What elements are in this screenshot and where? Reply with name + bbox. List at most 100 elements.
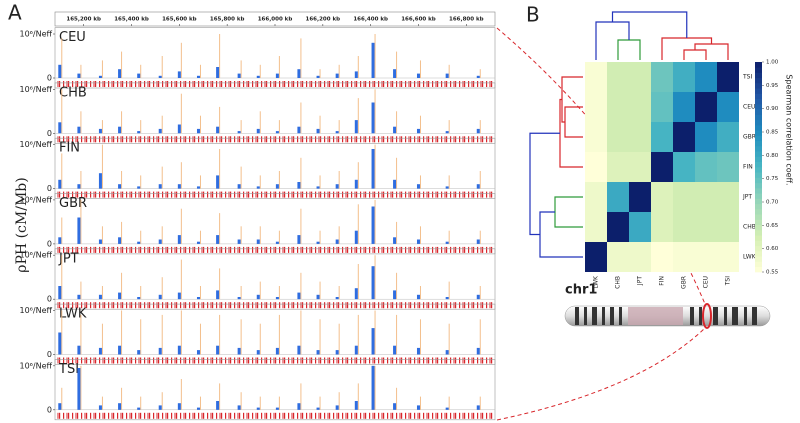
heatmap-cell xyxy=(651,152,673,182)
bar xyxy=(196,75,200,78)
variant-ticks xyxy=(57,191,493,198)
bar xyxy=(177,345,181,355)
y-tick-label: 10⁶/Neff xyxy=(20,361,53,370)
colorbar-step xyxy=(755,77,762,84)
x-tick-label: 165,200 kb xyxy=(66,17,101,23)
bar xyxy=(335,73,339,78)
bar xyxy=(158,294,162,300)
column-label: GBR xyxy=(681,276,688,289)
colorbar-tick-label: 0.85 xyxy=(766,130,779,136)
bar xyxy=(237,405,241,410)
heatmap-cell xyxy=(585,122,607,152)
bar xyxy=(256,186,260,189)
variant-ticks xyxy=(57,246,493,253)
heatmap-cell xyxy=(695,212,717,242)
bar xyxy=(335,239,339,244)
bar xyxy=(98,405,102,410)
heatmap-cell xyxy=(717,122,739,152)
variant-ticks xyxy=(57,412,493,419)
colorbar-tick-label: 0.75 xyxy=(766,176,779,182)
heatmap-cell xyxy=(673,242,695,272)
colorbar-tick-label: 0.80 xyxy=(766,153,779,159)
bar xyxy=(196,407,200,410)
population-label: TSI xyxy=(58,362,79,377)
heatmap-cell xyxy=(695,152,717,182)
bar xyxy=(445,350,449,355)
colorbar-step xyxy=(755,230,762,236)
bar xyxy=(58,332,62,355)
heatmap-cell xyxy=(717,152,739,182)
bar xyxy=(216,235,220,244)
bar xyxy=(216,175,220,189)
colorbar-step xyxy=(755,209,762,215)
bar xyxy=(393,237,397,244)
bar xyxy=(77,73,81,78)
y-tick-label: 0 xyxy=(47,74,52,83)
x-tick-label: 165,400 kb xyxy=(114,17,149,23)
bar xyxy=(275,184,279,189)
column-label: LWK xyxy=(593,275,600,289)
bar xyxy=(371,365,375,410)
bar xyxy=(416,239,420,244)
bar xyxy=(256,75,260,78)
bar xyxy=(371,42,375,78)
colorbar-step xyxy=(755,261,762,268)
bar xyxy=(393,179,397,189)
bar xyxy=(98,128,102,134)
bar xyxy=(137,241,141,244)
colorbar-step xyxy=(755,198,762,205)
y-tick-label: 10⁶/Neff xyxy=(20,85,53,94)
heatmap-cell xyxy=(673,122,695,152)
bar xyxy=(297,182,301,189)
heatmap-cell xyxy=(585,182,607,212)
bar xyxy=(297,292,301,300)
bar xyxy=(98,294,102,300)
bar xyxy=(445,241,449,244)
y-tick-label: 10⁶/Neff xyxy=(20,306,53,315)
heatmap-cell xyxy=(585,62,607,92)
heatmap-cell xyxy=(629,182,651,212)
heatmap-cell xyxy=(695,182,717,212)
colorbar-step xyxy=(755,251,762,257)
bar xyxy=(237,347,241,355)
heatmap-cell xyxy=(607,212,629,242)
bar xyxy=(98,173,102,189)
bar xyxy=(416,347,420,355)
column-label: CHB xyxy=(615,276,622,289)
row-label: LWK xyxy=(743,254,757,261)
bar xyxy=(158,184,162,189)
population-label: CEU xyxy=(59,30,86,45)
bar xyxy=(256,239,260,244)
chromosome xyxy=(564,303,771,329)
variant-ticks xyxy=(57,357,493,364)
bar xyxy=(77,126,81,134)
heatmap-cell xyxy=(651,122,673,152)
colorbar-step xyxy=(755,67,762,73)
bar xyxy=(371,206,375,244)
colorbar-step xyxy=(755,193,762,199)
column-label: FIN xyxy=(659,276,666,286)
heatmap-cell xyxy=(629,92,651,122)
bar xyxy=(256,294,260,300)
x-tick-label: 166,000 kb xyxy=(258,17,293,23)
track-box xyxy=(54,359,496,421)
bar xyxy=(354,345,358,355)
colorbar-step xyxy=(755,72,762,79)
bar xyxy=(476,239,480,244)
bar xyxy=(77,345,81,355)
track-box xyxy=(54,27,496,89)
colorbar-tick-label: 0.55 xyxy=(766,270,779,276)
bar xyxy=(158,405,162,410)
heatmap-cell xyxy=(717,62,739,92)
heatmap-cell xyxy=(673,152,695,182)
bar xyxy=(476,405,480,410)
bar xyxy=(297,126,301,134)
bar xyxy=(393,403,397,410)
colorbar-step xyxy=(755,172,762,178)
bar xyxy=(335,131,339,134)
bar xyxy=(393,126,397,134)
colorbar-step xyxy=(755,240,762,247)
row-label: GBR xyxy=(743,134,756,141)
bar xyxy=(237,73,241,78)
